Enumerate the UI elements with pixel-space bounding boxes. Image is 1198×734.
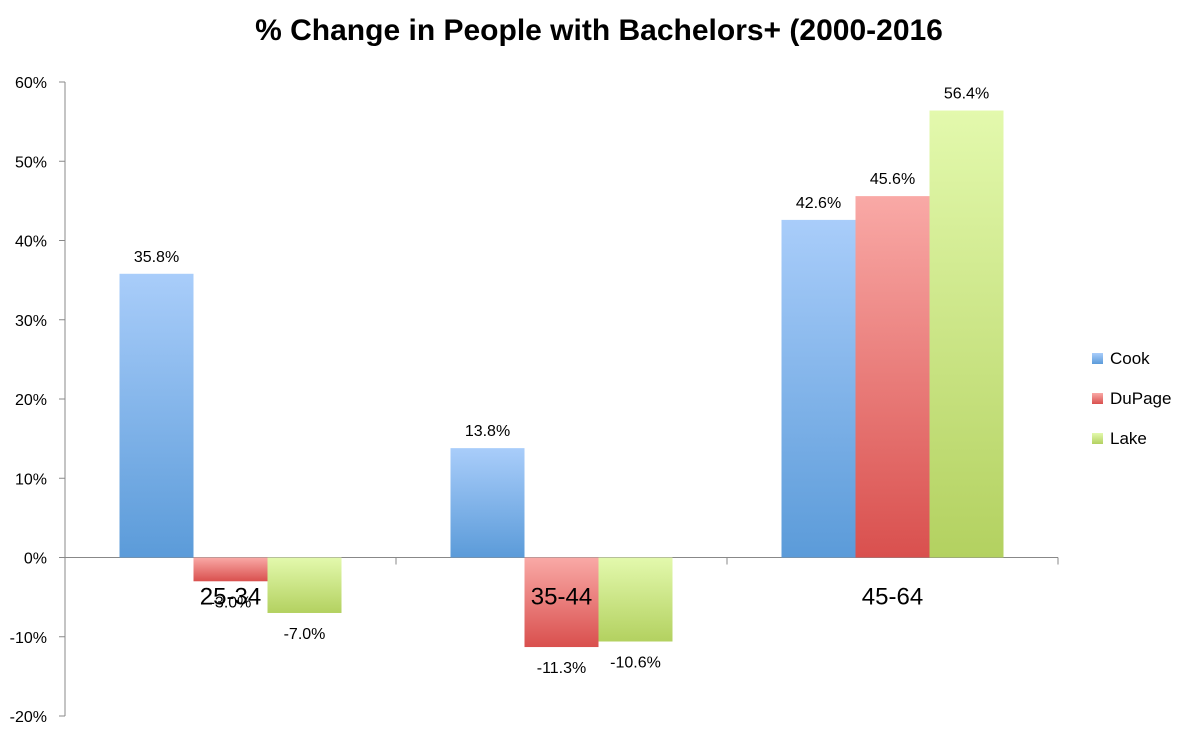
data-label: 56.4% [944, 86, 989, 103]
data-label: -11.3% [537, 660, 587, 677]
x-category-label: 25-34 [200, 584, 261, 611]
legend: Cook DuPage Lake [1092, 345, 1171, 465]
bar-dupage-25-34 [193, 557, 268, 582]
y-tick-label: 0% [24, 551, 47, 568]
legend-label-lake: Lake [1110, 428, 1147, 448]
y-tick-label: 30% [15, 313, 47, 330]
data-label: -10.6% [610, 655, 661, 672]
legend-swatch-dupage [1092, 393, 1103, 404]
legend-label-dupage: DuPage [1110, 388, 1172, 408]
bar-cook-45-64 [781, 219, 856, 558]
legend-item-cook: Cook [1092, 345, 1171, 372]
y-tick-label: 10% [15, 471, 47, 488]
x-category-label: 45-64 [862, 584, 923, 611]
data-label: -3.0% [210, 594, 252, 611]
bar-dupage-45-64 [855, 196, 930, 558]
x-category-label: 35-44 [531, 584, 592, 611]
y-tick-label: 40% [15, 234, 47, 251]
data-label: 13.8% [465, 423, 510, 440]
data-label: 45.6% [870, 171, 915, 188]
data-label: 42.6% [796, 195, 841, 212]
legend-swatch-lake [1092, 433, 1103, 444]
bar-dupage-35-44 [524, 557, 599, 648]
bar-lake-35-44 [598, 557, 673, 642]
legend-label-cook: Cook [1110, 348, 1150, 368]
bar-lake-25-34 [267, 557, 342, 613]
y-tick-label: 60% [15, 75, 47, 92]
bar-cook-35-44 [450, 448, 525, 558]
y-tick-label: 50% [15, 154, 47, 171]
chart-title: % Change in People with Bachelors+ (2000… [255, 14, 943, 47]
bar-cook-25-34 [119, 273, 194, 558]
y-tick-label: 20% [15, 392, 47, 409]
y-tick-label: -20% [10, 709, 47, 726]
data-label: 35.8% [134, 249, 179, 266]
legend-item-dupage: DuPage [1092, 385, 1171, 412]
data-label: -7.0% [284, 626, 326, 643]
legend-item-lake: Lake [1092, 425, 1171, 452]
y-tick-label: -10% [10, 630, 47, 647]
legend-swatch-cook [1092, 353, 1103, 364]
bar-lake-45-64 [929, 110, 1004, 558]
